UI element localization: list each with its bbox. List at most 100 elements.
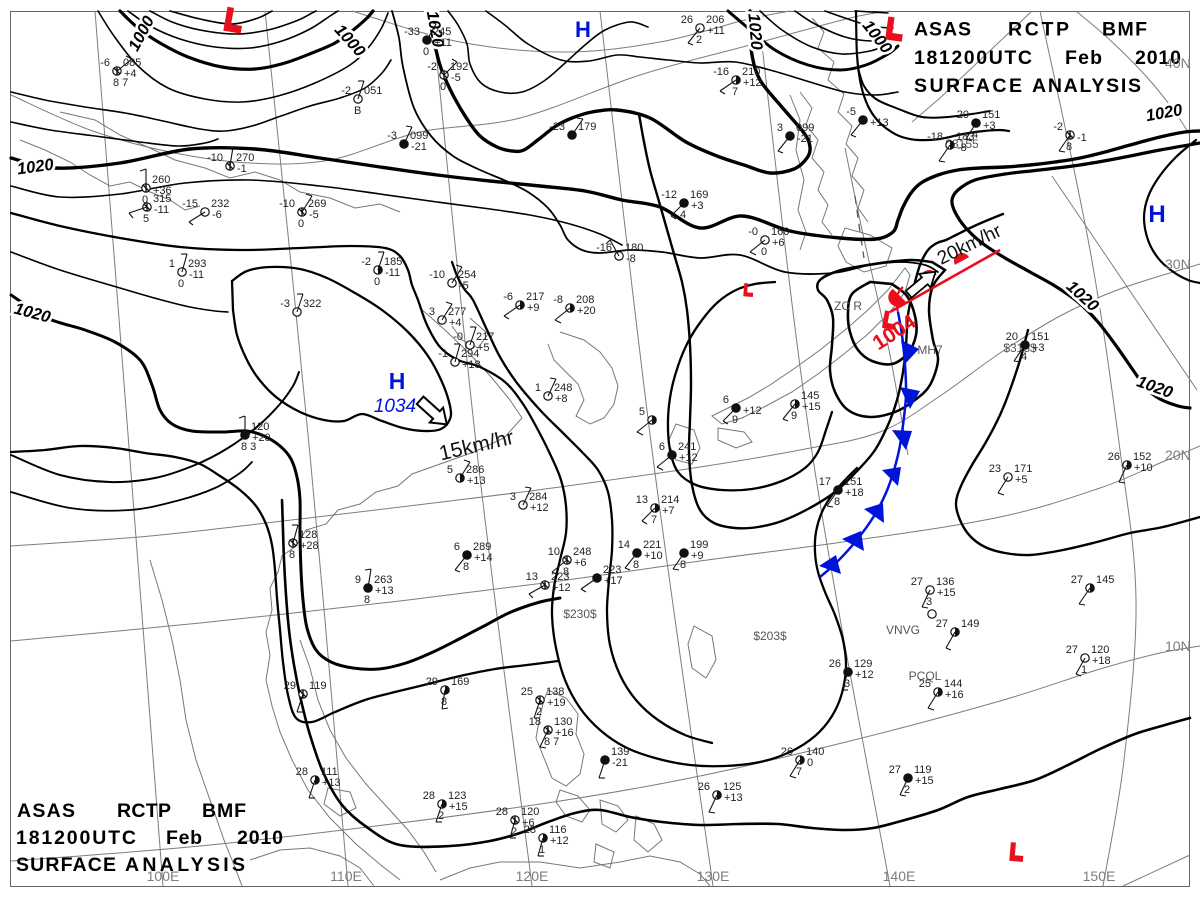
svg-text:145: 145: [801, 390, 819, 402]
svg-text:8: 8: [680, 559, 686, 571]
svg-text:+36: +36: [153, 185, 172, 197]
svg-text:MH7: MH7: [917, 343, 943, 357]
svg-text:+28: +28: [300, 540, 319, 552]
svg-text:7: 7: [732, 86, 738, 98]
svg-text:185: 185: [384, 256, 402, 268]
svg-text:+19: +19: [547, 697, 566, 709]
svg-text:10: 10: [548, 546, 560, 558]
svg-text:-11: -11: [385, 267, 400, 279]
svg-text:27: 27: [889, 764, 901, 776]
svg-text:180: 180: [625, 242, 643, 254]
svg-text:-11: -11: [189, 269, 204, 281]
svg-text:+11: +11: [434, 37, 452, 49]
svg-text:8: 8: [463, 561, 469, 573]
svg-text:ANALYSIS: ANALYSIS: [1032, 75, 1141, 97]
svg-text:BMF: BMF: [1102, 19, 1147, 41]
svg-text:27: 27: [1066, 644, 1078, 656]
svg-text:18: 18: [529, 716, 541, 728]
svg-text:169: 169: [451, 676, 469, 688]
svg-text:0: 0: [178, 278, 184, 290]
svg-text:+5: +5: [477, 342, 490, 354]
svg-text:8 7: 8 7: [544, 736, 559, 748]
svg-text:099: 099: [410, 130, 428, 142]
svg-text:263: 263: [374, 574, 392, 586]
svg-text:0: 0: [423, 46, 429, 58]
svg-text:6: 6: [454, 541, 460, 553]
svg-text:-2: -2: [341, 85, 351, 97]
svg-text:129: 129: [854, 658, 872, 670]
svg-text:-8: -8: [626, 253, 636, 265]
svg-text:1034: 1034: [374, 396, 416, 417]
svg-text:-16: -16: [596, 242, 612, 254]
svg-text:20N: 20N: [1165, 447, 1191, 463]
svg-text:284: 284: [529, 491, 547, 503]
svg-text:2: 2: [438, 810, 444, 822]
svg-text:245: 245: [433, 26, 451, 38]
svg-text:1020: 1020: [744, 12, 765, 51]
svg-text:26: 26: [681, 14, 693, 26]
svg-text:208: 208: [576, 294, 594, 306]
svg-text:144: 144: [944, 678, 962, 690]
svg-text:+14: +14: [474, 552, 493, 564]
svg-text:232: 232: [211, 198, 229, 210]
svg-text:2010: 2010: [1135, 47, 1181, 69]
svg-text:8: 8: [834, 496, 840, 508]
svg-text:-0: -0: [453, 331, 463, 343]
svg-text:-18: -18: [927, 131, 943, 143]
svg-text:1: 1: [539, 844, 545, 856]
svg-text:-21: -21: [797, 133, 813, 145]
svg-text:0: 0: [807, 757, 813, 769]
svg-text:119: 119: [914, 764, 932, 776]
svg-text:+12: +12: [743, 405, 762, 417]
svg-text:-23: -23: [549, 121, 565, 133]
svg-text:130E: 130E: [697, 868, 730, 884]
svg-text:171: 171: [1014, 463, 1032, 475]
svg-text:8: 8: [289, 549, 295, 561]
svg-text:VNVG: VNVG: [886, 623, 920, 637]
svg-text:1: 1: [1081, 664, 1087, 676]
svg-text:119: 119: [309, 680, 327, 692]
svg-text:2: 2: [536, 706, 542, 718]
svg-text:-2: -2: [361, 256, 371, 268]
svg-text:+8: +8: [555, 393, 568, 405]
svg-text:217: 217: [476, 331, 494, 343]
svg-text:152: 152: [1133, 451, 1151, 463]
svg-text:27: 27: [936, 618, 948, 630]
svg-text:+18: +18: [462, 359, 481, 371]
svg-text:ASAS: ASAS: [17, 800, 75, 822]
svg-text:-2: -2: [1053, 121, 1063, 133]
svg-text:179: 179: [578, 121, 596, 133]
svg-text:-2: -2: [427, 61, 437, 73]
svg-text:-3: -3: [280, 298, 290, 310]
svg-text:25: 25: [919, 678, 931, 690]
svg-text:+20: +20: [577, 305, 596, 317]
svg-text:145: 145: [1096, 574, 1114, 586]
svg-text:2: 2: [696, 34, 702, 46]
svg-text:-16: -16: [713, 66, 729, 78]
svg-text:RCTP: RCTP: [1008, 19, 1069, 41]
svg-text:BMF: BMF: [202, 800, 246, 822]
svg-text:+12: +12: [550, 835, 569, 847]
svg-text:B: B: [354, 105, 361, 117]
svg-text:138: 138: [546, 686, 564, 698]
svg-text:3: 3: [510, 491, 516, 503]
svg-text:286: 286: [466, 464, 484, 476]
svg-text:40N: 40N: [1165, 55, 1191, 71]
svg-text:149: 149: [961, 618, 979, 630]
svg-text:214: 214: [661, 494, 679, 506]
svg-text:289: 289: [473, 541, 491, 553]
svg-text:-6: -6: [212, 209, 222, 221]
svg-text:-21: -21: [411, 141, 427, 153]
svg-text:-5: -5: [451, 72, 461, 84]
svg-text:248: 248: [554, 382, 572, 394]
svg-text:+10: +10: [644, 550, 663, 562]
svg-text:-1: -1: [1077, 132, 1087, 144]
svg-text:-12: -12: [661, 189, 677, 201]
svg-text:051: 051: [364, 85, 382, 97]
svg-text:241: 241: [678, 441, 696, 453]
svg-text:221: 221: [643, 539, 661, 551]
svg-text:223: 223: [551, 571, 569, 583]
svg-text:+9: +9: [527, 302, 540, 314]
svg-text:151: 151: [982, 109, 1000, 121]
svg-text:0: 0: [142, 194, 148, 206]
